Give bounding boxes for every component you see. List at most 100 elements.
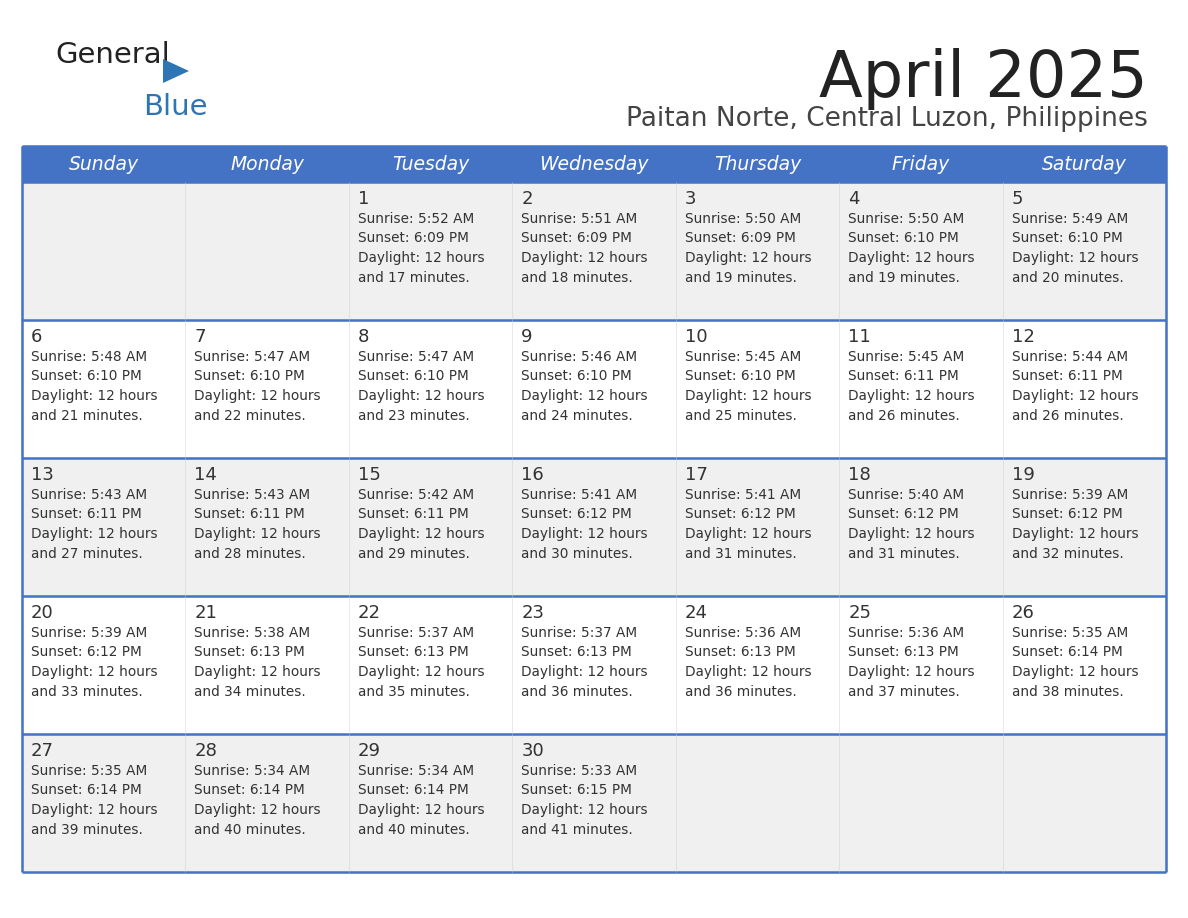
Text: and 36 minutes.: and 36 minutes.	[684, 685, 796, 699]
Text: Tuesday: Tuesday	[392, 154, 469, 174]
Text: Daylight: 12 hours: Daylight: 12 hours	[684, 389, 811, 403]
Text: Sunrise: 5:33 AM: Sunrise: 5:33 AM	[522, 764, 638, 778]
Text: and 35 minutes.: and 35 minutes.	[358, 685, 469, 699]
Bar	[23, 734, 1165, 872]
Text: 12: 12	[1011, 328, 1035, 346]
Text: Sunset: 6:09 PM: Sunset: 6:09 PM	[522, 231, 632, 245]
Text: Sunset: 6:13 PM: Sunset: 6:13 PM	[195, 645, 305, 659]
Text: and 41 minutes.: and 41 minutes.	[522, 823, 633, 836]
Text: and 31 minutes.: and 31 minutes.	[684, 546, 796, 561]
Text: Sunrise: 5:44 AM: Sunrise: 5:44 AM	[1011, 350, 1127, 364]
Text: Daylight: 12 hours: Daylight: 12 hours	[522, 527, 647, 541]
Text: Sunset: 6:13 PM: Sunset: 6:13 PM	[684, 645, 796, 659]
Text: Sunset: 6:10 PM: Sunset: 6:10 PM	[31, 370, 141, 384]
Text: Sunset: 6:10 PM: Sunset: 6:10 PM	[848, 231, 959, 245]
Text: Sunrise: 5:47 AM: Sunrise: 5:47 AM	[195, 350, 310, 364]
Text: Paitan Norte, Central Luzon, Philippines: Paitan Norte, Central Luzon, Philippines	[626, 106, 1148, 132]
Text: and 38 minutes.: and 38 minutes.	[1011, 685, 1124, 699]
Text: Sunrise: 5:43 AM: Sunrise: 5:43 AM	[31, 488, 147, 502]
Text: Sunset: 6:14 PM: Sunset: 6:14 PM	[31, 783, 141, 798]
Text: Daylight: 12 hours: Daylight: 12 hours	[522, 803, 647, 817]
Text: Wednesday: Wednesday	[539, 154, 649, 174]
Text: Sunrise: 5:52 AM: Sunrise: 5:52 AM	[358, 212, 474, 226]
Text: Daylight: 12 hours: Daylight: 12 hours	[358, 251, 485, 265]
Text: Sunrise: 5:40 AM: Sunrise: 5:40 AM	[848, 488, 965, 502]
Text: 10: 10	[684, 328, 707, 346]
Text: Daylight: 12 hours: Daylight: 12 hours	[684, 251, 811, 265]
Text: General: General	[55, 41, 170, 69]
Text: Daylight: 12 hours: Daylight: 12 hours	[31, 527, 158, 541]
Text: Sunrise: 5:39 AM: Sunrise: 5:39 AM	[1011, 488, 1127, 502]
Text: 3: 3	[684, 190, 696, 208]
Text: and 27 minutes.: and 27 minutes.	[31, 546, 143, 561]
Text: Daylight: 12 hours: Daylight: 12 hours	[1011, 527, 1138, 541]
Text: Sunset: 6:13 PM: Sunset: 6:13 PM	[358, 645, 468, 659]
Text: Daylight: 12 hours: Daylight: 12 hours	[195, 803, 321, 817]
Text: April 2025: April 2025	[820, 48, 1148, 110]
Text: 28: 28	[195, 742, 217, 760]
Text: 18: 18	[848, 466, 871, 484]
Bar	[23, 182, 1165, 320]
Text: Sunset: 6:13 PM: Sunset: 6:13 PM	[848, 645, 959, 659]
Text: Saturday: Saturday	[1042, 154, 1126, 174]
Text: Daylight: 12 hours: Daylight: 12 hours	[1011, 251, 1138, 265]
Text: 19: 19	[1011, 466, 1035, 484]
Text: Sunrise: 5:46 AM: Sunrise: 5:46 AM	[522, 350, 638, 364]
Text: Sunset: 6:11 PM: Sunset: 6:11 PM	[195, 508, 305, 521]
Text: Sunset: 6:14 PM: Sunset: 6:14 PM	[358, 783, 468, 798]
Text: Sunset: 6:14 PM: Sunset: 6:14 PM	[195, 783, 305, 798]
Text: Sunrise: 5:35 AM: Sunrise: 5:35 AM	[31, 764, 147, 778]
Text: 30: 30	[522, 742, 544, 760]
Text: Sunset: 6:10 PM: Sunset: 6:10 PM	[1011, 231, 1123, 245]
Text: Sunset: 6:09 PM: Sunset: 6:09 PM	[358, 231, 469, 245]
Text: and 25 minutes.: and 25 minutes.	[684, 409, 797, 422]
Text: Sunrise: 5:50 AM: Sunrise: 5:50 AM	[684, 212, 801, 226]
Text: Daylight: 12 hours: Daylight: 12 hours	[848, 527, 975, 541]
Text: Sunset: 6:09 PM: Sunset: 6:09 PM	[684, 231, 796, 245]
Text: 11: 11	[848, 328, 871, 346]
Text: Sunrise: 5:45 AM: Sunrise: 5:45 AM	[848, 350, 965, 364]
Text: Sunset: 6:12 PM: Sunset: 6:12 PM	[31, 645, 141, 659]
Text: 27: 27	[31, 742, 53, 760]
Text: Daylight: 12 hours: Daylight: 12 hours	[848, 389, 975, 403]
Text: Sunset: 6:11 PM: Sunset: 6:11 PM	[31, 508, 141, 521]
Text: 26: 26	[1011, 604, 1035, 622]
Text: Monday: Monday	[230, 154, 304, 174]
Text: 9: 9	[522, 328, 532, 346]
Text: Daylight: 12 hours: Daylight: 12 hours	[358, 527, 485, 541]
Text: 23: 23	[522, 604, 544, 622]
Text: and 34 minutes.: and 34 minutes.	[195, 685, 307, 699]
Text: Sunrise: 5:38 AM: Sunrise: 5:38 AM	[195, 626, 310, 640]
Text: Daylight: 12 hours: Daylight: 12 hours	[31, 665, 158, 679]
Text: Thursday: Thursday	[714, 154, 801, 174]
Bar	[23, 596, 1165, 734]
Text: Daylight: 12 hours: Daylight: 12 hours	[195, 527, 321, 541]
Text: and 20 minutes.: and 20 minutes.	[1011, 271, 1124, 285]
Text: Sunrise: 5:51 AM: Sunrise: 5:51 AM	[522, 212, 638, 226]
Text: Daylight: 12 hours: Daylight: 12 hours	[522, 251, 647, 265]
Text: 7: 7	[195, 328, 206, 346]
Text: and 36 minutes.: and 36 minutes.	[522, 685, 633, 699]
Text: 14: 14	[195, 466, 217, 484]
Text: Sunset: 6:13 PM: Sunset: 6:13 PM	[522, 645, 632, 659]
Text: Sunrise: 5:43 AM: Sunrise: 5:43 AM	[195, 488, 310, 502]
Text: Sunset: 6:11 PM: Sunset: 6:11 PM	[1011, 370, 1123, 384]
Text: Sunrise: 5:34 AM: Sunrise: 5:34 AM	[195, 764, 310, 778]
Text: Daylight: 12 hours: Daylight: 12 hours	[31, 803, 158, 817]
Text: Sunrise: 5:34 AM: Sunrise: 5:34 AM	[358, 764, 474, 778]
Text: Sunset: 6:10 PM: Sunset: 6:10 PM	[358, 370, 468, 384]
Text: Daylight: 12 hours: Daylight: 12 hours	[358, 665, 485, 679]
Bar	[23, 458, 1165, 596]
Text: Sunrise: 5:36 AM: Sunrise: 5:36 AM	[684, 626, 801, 640]
Text: Sunset: 6:12 PM: Sunset: 6:12 PM	[522, 508, 632, 521]
Text: Sunrise: 5:37 AM: Sunrise: 5:37 AM	[358, 626, 474, 640]
Text: Daylight: 12 hours: Daylight: 12 hours	[848, 251, 975, 265]
Polygon shape	[163, 59, 189, 83]
Text: and 30 minutes.: and 30 minutes.	[522, 546, 633, 561]
Text: Daylight: 12 hours: Daylight: 12 hours	[1011, 665, 1138, 679]
Text: 22: 22	[358, 604, 381, 622]
Text: Sunrise: 5:36 AM: Sunrise: 5:36 AM	[848, 626, 965, 640]
Text: Daylight: 12 hours: Daylight: 12 hours	[358, 389, 485, 403]
Text: and 26 minutes.: and 26 minutes.	[1011, 409, 1124, 422]
Text: Daylight: 12 hours: Daylight: 12 hours	[848, 665, 975, 679]
